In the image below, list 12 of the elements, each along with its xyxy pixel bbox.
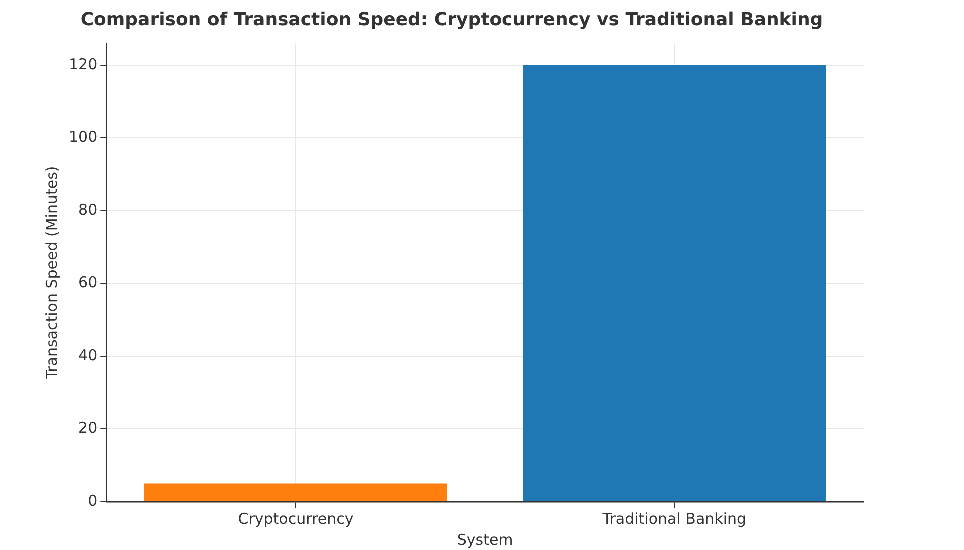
y-tick-label: 80: [78, 200, 98, 219]
y-tick-label: 60: [78, 274, 98, 292]
chart-title: Comparison of Transaction Speed: Cryptocurrency vs Traditional Banking: [80, 9, 824, 30]
y-tick-label: 120: [68, 55, 98, 74]
y-tick-label: 100: [68, 128, 98, 146]
x-tick-label: Cryptocurrency: [238, 510, 354, 528]
y-tick-label: 20: [78, 419, 98, 438]
x-tick-label: Traditional Banking: [602, 510, 747, 528]
y-tick-label: 0: [88, 492, 98, 510]
y-tick-label: 40: [78, 346, 98, 364]
x-axis-title: System: [457, 530, 514, 549]
y-axis-title: Transaction Speed (Minutes): [42, 166, 61, 380]
